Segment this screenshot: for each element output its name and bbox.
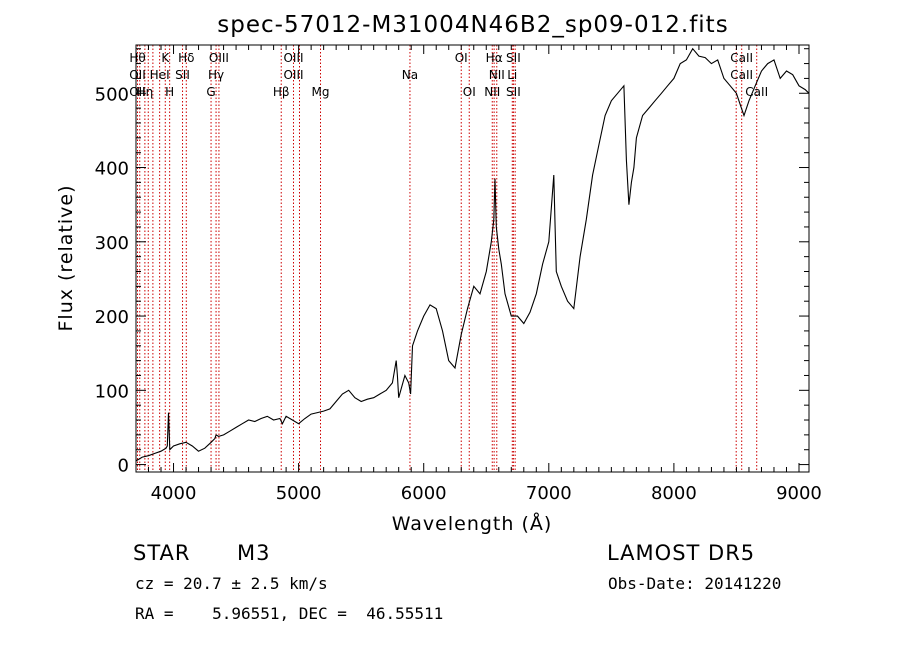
chart-title: spec-57012-M31004N46B2_sp09-012.fits bbox=[217, 12, 728, 38]
line-label: G bbox=[206, 85, 215, 99]
line-label: OII bbox=[129, 85, 146, 99]
y-tick-label: 200 bbox=[95, 307, 129, 328]
y-axis-ticks: 0 100 200 300 400 500 bbox=[95, 48, 809, 477]
line-label: Hη bbox=[137, 85, 154, 99]
y-tick-label: 300 bbox=[95, 233, 129, 254]
ra-dec-text: RA = 5.96551, DEC = 46.55511 bbox=[135, 604, 444, 623]
emission-line-labels: HθOIIOIIHηHeIKHSIIHδGHγOIIIHβOIIIOIIIMgN… bbox=[129, 51, 768, 99]
line-label: CaII bbox=[745, 85, 768, 99]
object-subclass: M3 bbox=[237, 541, 271, 565]
line-label: NII bbox=[484, 85, 500, 99]
line-label: Hβ bbox=[273, 85, 290, 99]
y-tick-label: 100 bbox=[95, 381, 129, 402]
y-axis-label: Flux (relative) bbox=[55, 184, 77, 331]
line-label: Na bbox=[402, 68, 418, 82]
obs-date: Obs-Date: 20141220 bbox=[608, 574, 782, 593]
x-axis-label: Wavelength (Å) bbox=[392, 512, 553, 535]
line-label: K bbox=[161, 51, 170, 65]
line-label: OIII bbox=[283, 68, 303, 82]
line-label: Mg bbox=[312, 85, 330, 99]
line-label: NII bbox=[489, 68, 505, 82]
x-tick-label: 7000 bbox=[526, 483, 572, 504]
object-class: STAR bbox=[133, 541, 191, 565]
line-label: OIII bbox=[209, 51, 229, 65]
x-tick-label: 4000 bbox=[151, 483, 197, 504]
line-label: SII bbox=[506, 85, 521, 99]
x-axis-ticks: 4000 5000 6000 7000 8000 9000 bbox=[135, 45, 822, 504]
line-label: HeI bbox=[150, 68, 170, 82]
line-label: SII bbox=[175, 68, 190, 82]
line-label: SII bbox=[506, 51, 521, 65]
survey-name: LAMOST DR5 bbox=[607, 541, 756, 565]
y-tick-label: 500 bbox=[95, 84, 129, 105]
redshift-text: cz = 20.7 ± 2.5 km/s bbox=[135, 574, 328, 593]
x-tick-label: 5000 bbox=[276, 483, 322, 504]
y-tick-label: 400 bbox=[95, 159, 129, 180]
spectrum-line bbox=[135, 47, 810, 462]
line-label: CaII bbox=[730, 68, 753, 82]
x-tick-label: 8000 bbox=[651, 483, 697, 504]
plot-frame bbox=[135, 44, 810, 473]
line-label: OI bbox=[455, 51, 468, 65]
emission-line-markers bbox=[137, 45, 758, 472]
y-tick-label: 0 bbox=[118, 456, 129, 477]
x-tick-label: 9000 bbox=[776, 483, 822, 504]
line-label: Hα bbox=[486, 51, 503, 65]
line-label: OI bbox=[463, 85, 476, 99]
line-label: Hγ bbox=[208, 68, 224, 82]
line-label: H bbox=[165, 85, 174, 99]
line-label: Hθ bbox=[129, 51, 145, 65]
line-label: Li bbox=[507, 68, 517, 82]
line-label: OIII bbox=[283, 51, 303, 65]
line-label: CaII bbox=[730, 51, 753, 65]
line-label: OII bbox=[129, 68, 146, 82]
x-tick-label: 6000 bbox=[401, 483, 447, 504]
line-label: Hδ bbox=[178, 51, 194, 65]
